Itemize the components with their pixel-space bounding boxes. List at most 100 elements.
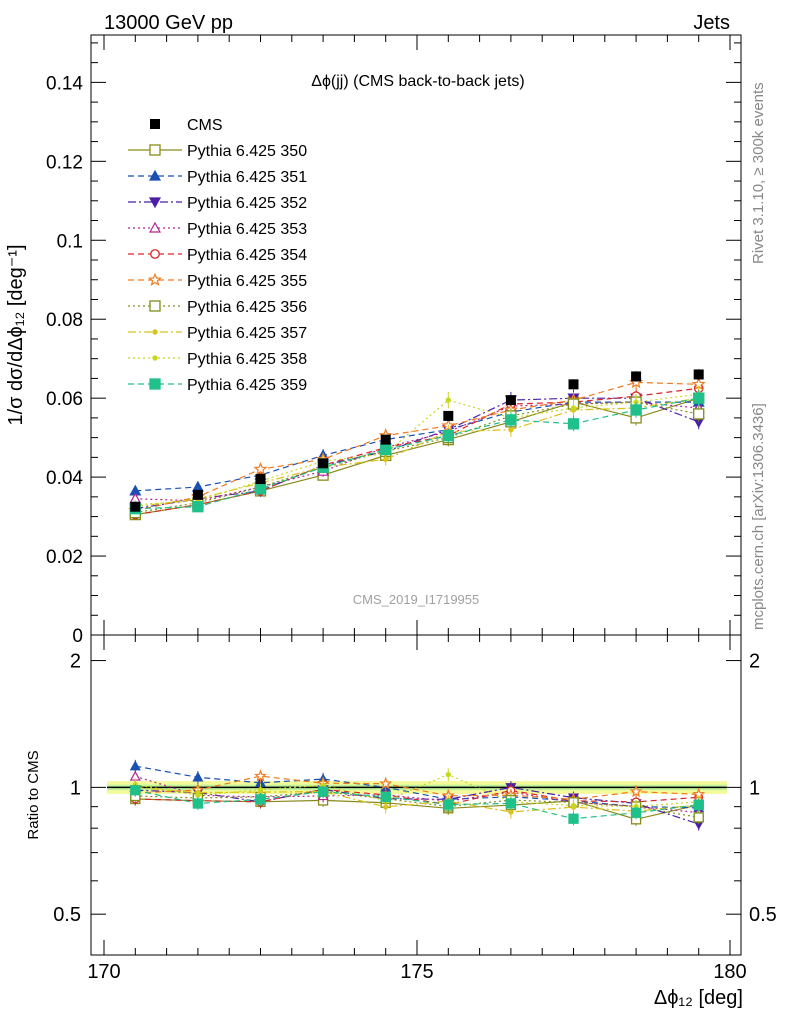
data-point [130,501,141,512]
series-ratio-point [693,812,704,823]
series-line [135,381,699,512]
series-ratio-line [135,790,699,818]
series-point [192,501,204,513]
legend-marker [148,169,162,181]
series-ratio-point [379,776,393,790]
legend-marker-cms [150,119,160,129]
series-line [135,401,699,492]
y-axis-label: 1/σ dσ/dΔϕ₁₂ [deg⁻¹] [5,244,27,425]
legend-label: Pythia 6.425 355 [187,273,307,290]
chart-title: Δϕ(jj) (CMS back-to-back jets) [311,73,524,90]
data-point [318,458,329,469]
series-point [253,461,268,476]
header-left: 13000 GeV pp [104,12,233,34]
series-point [570,405,577,411]
ratio-plot-frame [90,634,742,956]
legend-label: Pythia 6.425 350 [187,143,307,160]
series-ratio-point [129,760,141,771]
series-point [442,430,454,442]
series-line [135,401,699,514]
data-point [568,379,579,390]
legend-label: Pythia 6.425 358 [187,351,307,368]
legend-marker [149,378,161,390]
series-ratio-point [380,791,391,803]
series-point [630,404,642,416]
data-point [255,474,266,485]
header-right: Jets [693,12,730,34]
data-point [443,410,454,421]
ratio-tick-label-right: 2 [749,651,760,673]
series-line [135,397,699,508]
watermark: CMS_2019_I1719955 [353,592,480,607]
series-point [567,418,580,430]
series-point [254,483,267,495]
x-tick-label: 170 [87,961,120,983]
legend-label: Pythia 6.425 356 [187,299,307,316]
series-ratio-line [135,789,699,820]
series-point [693,408,705,420]
ratio-tick-label: 0.5 [53,904,81,926]
ratio-axis-label: Ratio to CMS [25,750,42,839]
ratio-tick-label-right: 0.5 [749,904,777,926]
series-line [135,393,699,506]
series-point [445,397,451,403]
legend-label-cms: CMS [187,117,223,134]
data-point [192,489,203,500]
y-tick-label: 0.02 [46,547,83,568]
legend-label: Pythia 6.425 359 [187,377,307,394]
legend-marker [152,355,158,361]
legend-marker [148,221,162,233]
legend-label: Pythia 6.425 357 [187,325,307,342]
series-ratio-point [255,794,266,805]
y-tick-label: 0.06 [46,389,83,410]
series-ratio-line [135,765,699,809]
ratio-tick-label: 1 [70,777,81,799]
ratio-tick-label-right: 1 [749,777,760,799]
x-axis-label: Δϕ₁₂ [deg] [654,987,743,1009]
series-ratio-point [505,798,517,809]
series-line [135,401,699,502]
series-line [135,397,699,510]
legend-marker [149,300,161,312]
series-ratio-point [317,786,329,797]
data-point [505,395,516,406]
legend-label: Pythia 6.425 354 [187,247,307,264]
x-tick-label: 180 [713,961,746,983]
series-ratio-point [570,802,577,809]
series-ratio-line [135,786,699,825]
series-ratio-point [630,807,642,818]
series-ratio-line [135,786,699,813]
y-tick-label: 0.1 [57,231,83,252]
x-tick-label: 175 [400,961,433,983]
legend-marker [147,272,163,287]
series-ratio-point [192,798,204,809]
series-ratio-point [445,771,451,778]
legend-marker [150,249,160,259]
legend-marker [148,197,162,209]
data-point [631,371,642,382]
series-ratio-line [135,775,699,814]
data-point [380,434,391,445]
series-point [693,392,705,404]
series-ratio-point [192,771,204,782]
legend-marker [152,329,158,335]
series-ratio-point [629,784,643,798]
y-tick-label: 0.04 [46,468,83,489]
legend-label: Pythia 6.425 353 [187,221,307,238]
y-tick-label: 0.14 [46,73,83,94]
series-ratio-line [135,775,699,800]
series-ratio-point [508,809,514,815]
ratio-tick-label: 2 [70,651,81,673]
side-label-bottom: mcplots.cern.ch [arXiv:1306.3436] [750,403,767,630]
series-ratio-point [195,792,201,798]
series-point [505,414,517,426]
y-tick-label: 0.12 [46,152,83,173]
series-point [380,443,392,456]
legend-label: Pythia 6.425 352 [187,195,307,212]
series-ratio-point [693,799,704,810]
data-point [693,369,704,380]
series-point [508,427,514,433]
series-ratio-point [443,799,454,810]
series-ratio-point [254,769,267,782]
